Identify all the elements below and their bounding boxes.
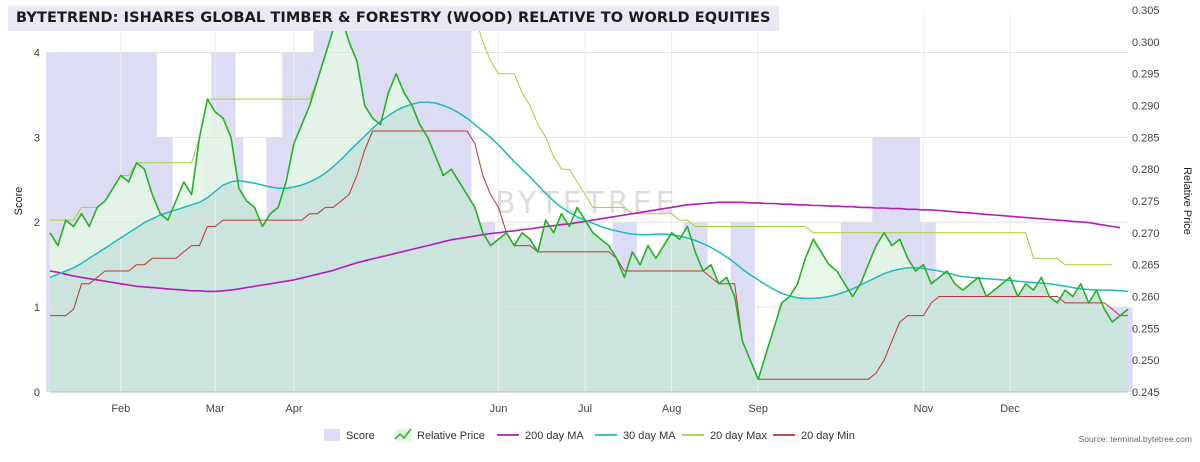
y-left-tick-label: 0 — [34, 387, 40, 399]
legend-relative-price-label: Relative Price — [417, 430, 485, 442]
watermark: BYTETREE — [495, 186, 679, 221]
source-note: Source: terminal.bytetree.com — [1079, 434, 1192, 444]
relative-price-line — [49, 15, 1129, 381]
y-right-tick-label: 0.305 — [1132, 5, 1160, 17]
x-tick-label: Jul — [578, 403, 592, 415]
y-left-tick-label: 3 — [34, 132, 40, 144]
score-bar — [911, 137, 921, 392]
legend-200-day-ma-label: 200 day MA — [525, 430, 584, 442]
y-axis-right-title: Relative Price — [1181, 167, 1193, 235]
x-tick-label: Dec — [1000, 403, 1020, 415]
y-left-tick-label: 2 — [34, 217, 40, 229]
y-right-tick-label: 0.285 — [1132, 132, 1160, 144]
y-right-tick-label: 0.275 — [1132, 196, 1160, 208]
y-right-tick-label: 0.300 — [1132, 37, 1160, 49]
legend: Score Relative Price 200 day MA 30 day MA 20… — [324, 428, 855, 442]
x-tick-label: Sep — [748, 403, 768, 415]
y-right-tick-label: 0.290 — [1132, 101, 1160, 113]
y-right-tick-label: 0.245 — [1132, 387, 1160, 399]
score-bar — [1124, 307, 1133, 392]
y-right-tick-label: 0.270 — [1132, 228, 1160, 240]
legend-score-swatch — [324, 429, 340, 441]
legend-score-label: Score — [346, 430, 375, 442]
x-tick-label: Apr — [285, 403, 302, 415]
legend-20-day-max-label: 20 day Max — [710, 430, 767, 442]
x-tick-label: Feb — [111, 403, 130, 415]
legend-relative-price-line — [394, 428, 412, 440]
20-day-min-line — [50, 130, 1128, 380]
y-left-tick-label: 1 — [34, 302, 40, 314]
x-tick-label: Mar — [206, 403, 225, 415]
chart-title: BYTETREND: ISHARES GLOBAL TIMBER & FORES… — [8, 6, 779, 31]
legend-relative-price-swatch — [395, 429, 411, 441]
legend-30-day-ma-label: 30 day MA — [623, 430, 676, 442]
legend-20-day-min-label: 20 day Min — [801, 430, 855, 442]
y-axis-left-title: Score — [13, 187, 25, 216]
y-left-tick-label: 4 — [34, 47, 40, 59]
y-right-tick-label: 0.280 — [1132, 164, 1160, 176]
x-tick-label: Nov — [914, 403, 934, 415]
y-right-tick-label: 0.295 — [1132, 69, 1160, 81]
y-right-tick-label: 0.250 — [1132, 355, 1160, 367]
y-right-tick-label: 0.265 — [1132, 260, 1160, 272]
y-right-tick-label: 0.255 — [1132, 323, 1160, 335]
y-right-tick-label: 0.260 — [1132, 292, 1160, 304]
x-tick-label: Aug — [662, 403, 682, 415]
x-tick-label: Jun — [490, 403, 508, 415]
20-day-max-line — [50, 15, 1113, 266]
